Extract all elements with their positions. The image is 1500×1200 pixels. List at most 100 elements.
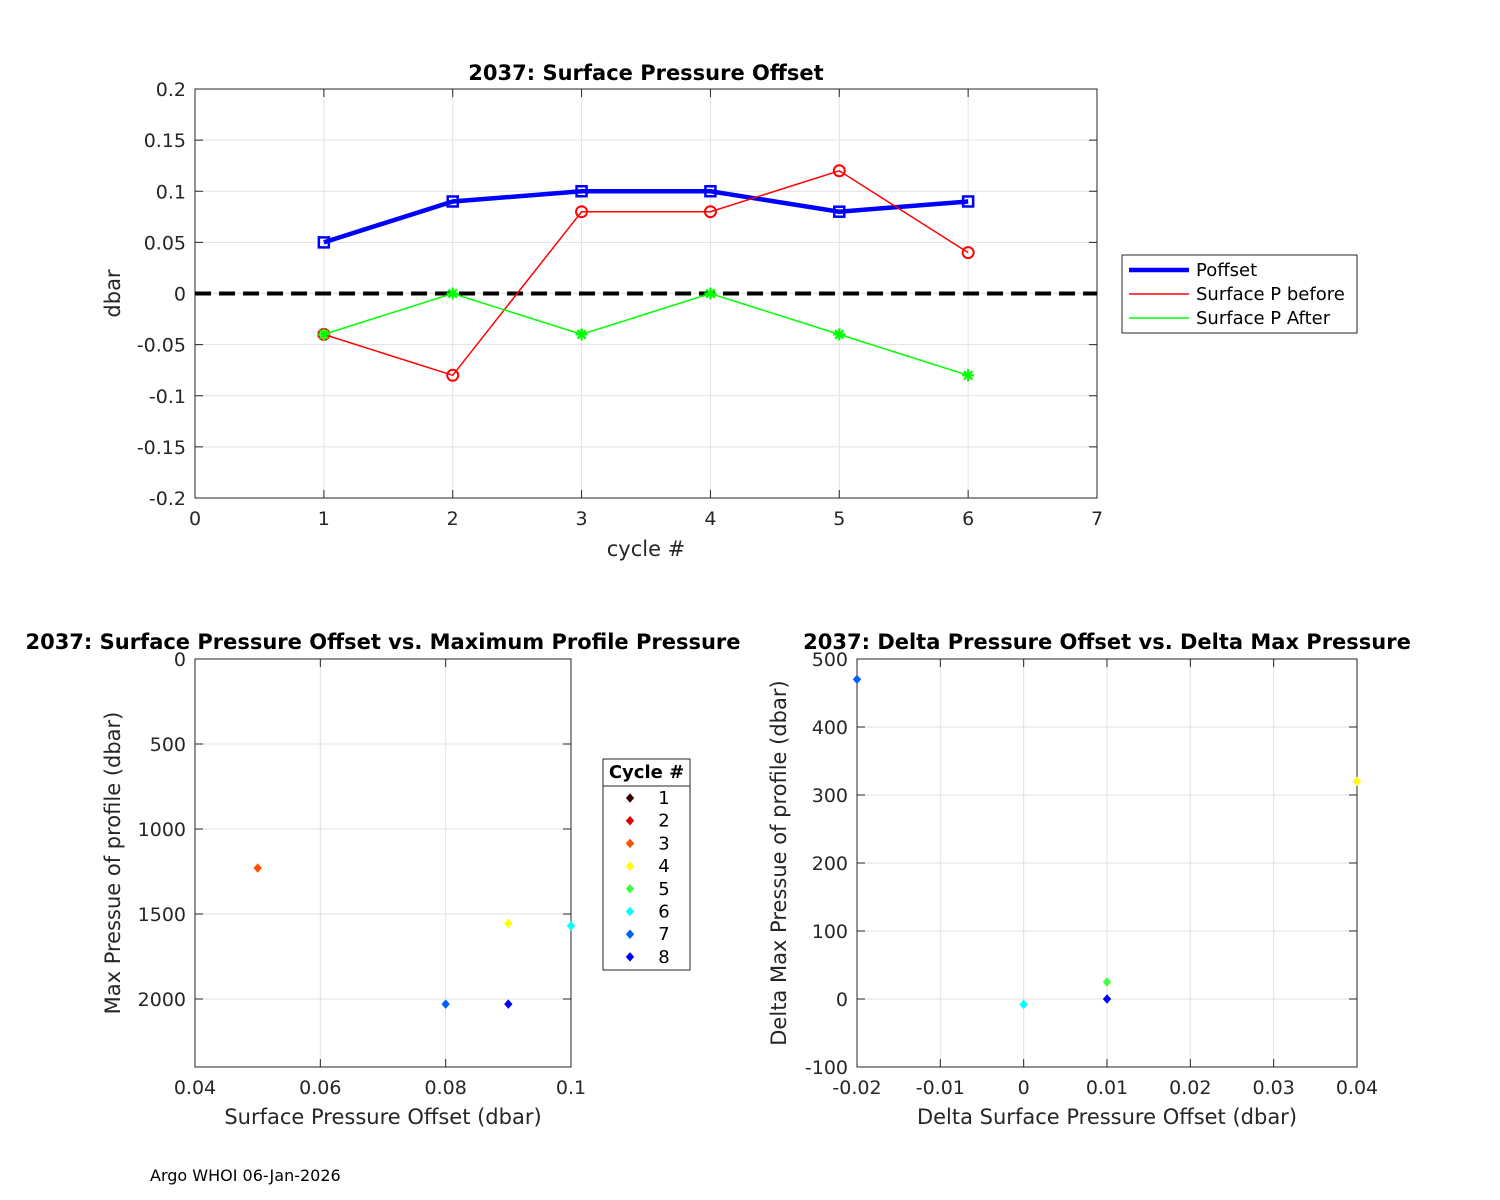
legend-label: 2 — [658, 811, 669, 832]
data-point — [833, 328, 846, 341]
y-tick-label: 300 — [812, 785, 848, 807]
y-axis-label: Delta Max Pressue of profile (dbar) — [767, 680, 791, 1045]
legend-label: 1 — [658, 788, 669, 809]
legend-swatch — [625, 793, 635, 803]
data-point — [317, 328, 330, 341]
data-point — [833, 205, 846, 218]
x-axis-label: Delta Surface Pressure Offset (dbar) — [917, 1105, 1297, 1129]
data-point — [704, 287, 717, 300]
y-tick-label: 2000 — [138, 989, 186, 1011]
legend-label: 8 — [658, 947, 669, 968]
series-surface-p-after — [317, 287, 975, 382]
series-line — [323, 189, 969, 245]
chart-delta-offset-vs-delta-max: -0.02 -0.01 0 0.01 0.02 0.03 0.04 -100 0 100 200 30… — [767, 630, 1411, 1129]
data-point — [575, 185, 588, 198]
x-tick-label: 0.1 — [556, 1077, 586, 1099]
x-tick-label: 0.08 — [425, 1077, 467, 1099]
data-point — [1352, 776, 1362, 787]
legend: Poffset Surface P before Surface P After — [1121, 254, 1358, 334]
data-point — [703, 205, 717, 219]
chart-surface-pressure-offset: 0 1 2 3 4 5 6 7 -0.2 -0.15 -0.1 -0.05 0 0.05 0.1 0.15 0.… — [101, 61, 1358, 561]
y-tick-label: 1500 — [138, 904, 186, 926]
legend-label: 4 — [658, 856, 669, 877]
data-point — [317, 236, 331, 249]
y-tick-label: 0 — [174, 284, 186, 306]
y-axis-label: dbar — [101, 269, 125, 318]
legend-label: 7 — [658, 924, 669, 945]
x-tick-label: 0.01 — [1086, 1077, 1128, 1099]
data-point — [1019, 999, 1028, 1010]
legend-swatch — [625, 929, 635, 939]
data-point — [566, 921, 576, 931]
y-tick-label: 0.2 — [156, 79, 186, 101]
data-point — [446, 287, 459, 300]
y-tick-label: -0.1 — [149, 386, 186, 408]
x-tick-label: 0.04 — [174, 1077, 216, 1099]
y-tick-label: 0.05 — [144, 232, 186, 254]
x-tick-label: 2 — [447, 508, 459, 530]
x-tick-label: -0.02 — [832, 1077, 881, 1099]
series-surface-p-before — [317, 164, 975, 382]
x-tick-label: 0 — [1018, 1077, 1030, 1099]
data-point — [832, 164, 846, 178]
x-tick-label: 0.03 — [1253, 1077, 1295, 1099]
marker-stroke — [705, 288, 716, 299]
marker-stroke — [447, 288, 458, 299]
scatter-points — [253, 863, 576, 1009]
y-tick-label: 1000 — [138, 819, 186, 841]
y-tick-label: 100 — [812, 921, 848, 943]
x-tick-label: -0.01 — [916, 1077, 965, 1099]
legend-swatch — [625, 906, 635, 917]
footer-credit: Argo WHOI 06-Jan-2026 — [150, 1166, 341, 1185]
x-tick-label: 0.04 — [1336, 1077, 1378, 1099]
marker-stroke — [834, 329, 845, 340]
legend-box — [602, 758, 691, 971]
y-tick-label: -0.05 — [137, 335, 186, 357]
y-tick-label: 400 — [812, 717, 848, 739]
legend-label: Poffset — [1196, 260, 1257, 281]
y-tick-label: -100 — [805, 1057, 848, 1079]
series-line — [323, 169, 969, 377]
data-point — [441, 999, 450, 1009]
series-poffset — [317, 185, 975, 249]
data-point — [1102, 994, 1112, 1004]
x-tick-label: 0 — [189, 508, 201, 530]
x-tick-label: 4 — [704, 508, 716, 530]
legend-swatch — [625, 815, 635, 826]
legend-swatch — [625, 838, 635, 849]
data-point — [575, 205, 589, 219]
data-point — [504, 999, 513, 1009]
data-point — [504, 918, 513, 929]
chart-offset-vs-max-pressure: 0.04 0.06 0.08 0.1 0 500 1000 1500 2000 2037: Sur… — [25, 630, 740, 1129]
legend-label: 5 — [658, 879, 669, 900]
legend-title: Cycle # — [609, 762, 684, 783]
x-tick-label: 7 — [1091, 508, 1103, 530]
marker-stroke — [963, 370, 974, 381]
data-point — [446, 368, 460, 382]
y-tick-label: -0.2 — [149, 488, 186, 510]
x-tick-label: 5 — [833, 508, 845, 530]
marker-stroke — [318, 329, 329, 340]
scatter-points — [852, 674, 1362, 1010]
y-tick-label: -0.15 — [137, 437, 186, 459]
series-line — [323, 292, 969, 377]
x-tick-label: 0.06 — [299, 1077, 341, 1099]
y-tick-label: 0.15 — [144, 130, 186, 152]
x-tick-label: 6 — [962, 508, 974, 530]
legend-swatch — [625, 884, 635, 894]
legend-swatch — [625, 952, 635, 962]
data-point — [961, 246, 975, 260]
y-tick-label: 200 — [812, 853, 848, 875]
chart-title: 2037: Delta Pressure Offset vs. Delta Ma… — [803, 630, 1411, 654]
y-tick-label: 0 — [836, 989, 848, 1011]
data-point — [704, 185, 717, 198]
y-tick-label: 0.1 — [156, 181, 186, 203]
y-tick-label: 500 — [812, 649, 848, 671]
x-tick-label: 1 — [318, 508, 330, 530]
y-tick-label: 500 — [150, 734, 186, 756]
x-tick-label: 3 — [576, 508, 588, 530]
data-point — [962, 369, 975, 382]
legend-swatch — [625, 861, 635, 871]
